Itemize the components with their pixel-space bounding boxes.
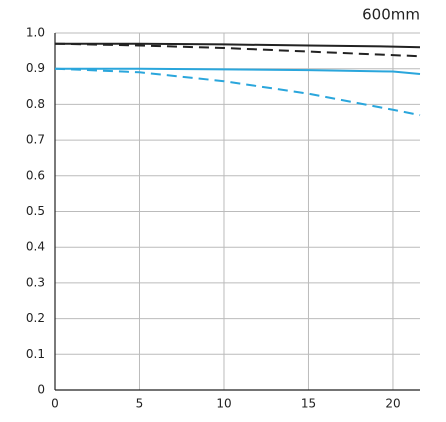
series-line: [54, 67, 421, 117]
y-tick-label: 0.5: [26, 204, 45, 218]
y-tick-label: 0.3: [26, 275, 45, 289]
x-tick-label: 5: [136, 397, 144, 411]
series-line: [55, 67, 421, 76]
y-tick-label: 0.6: [26, 168, 45, 182]
y-tick-label: 0.1: [26, 347, 45, 361]
y-tick-label: 1.0: [26, 26, 45, 40]
series-line: [55, 42, 421, 49]
chart-title: 600mm: [362, 6, 420, 24]
series-line: [54, 42, 421, 58]
y-tick-label: 0.8: [26, 97, 45, 111]
x-tick-label: 0: [51, 397, 59, 411]
y-tick-label: 0.9: [26, 61, 45, 75]
x-tick-label: 20: [385, 397, 400, 411]
x-tick-label: 10: [216, 397, 231, 411]
x-tick-label: 15: [301, 397, 316, 411]
y-tick-label: 0.7: [26, 133, 45, 147]
y-tick-label: 0.2: [26, 311, 45, 325]
y-tick-label: 0: [37, 383, 45, 397]
y-tick-label: 0.4: [26, 240, 45, 254]
